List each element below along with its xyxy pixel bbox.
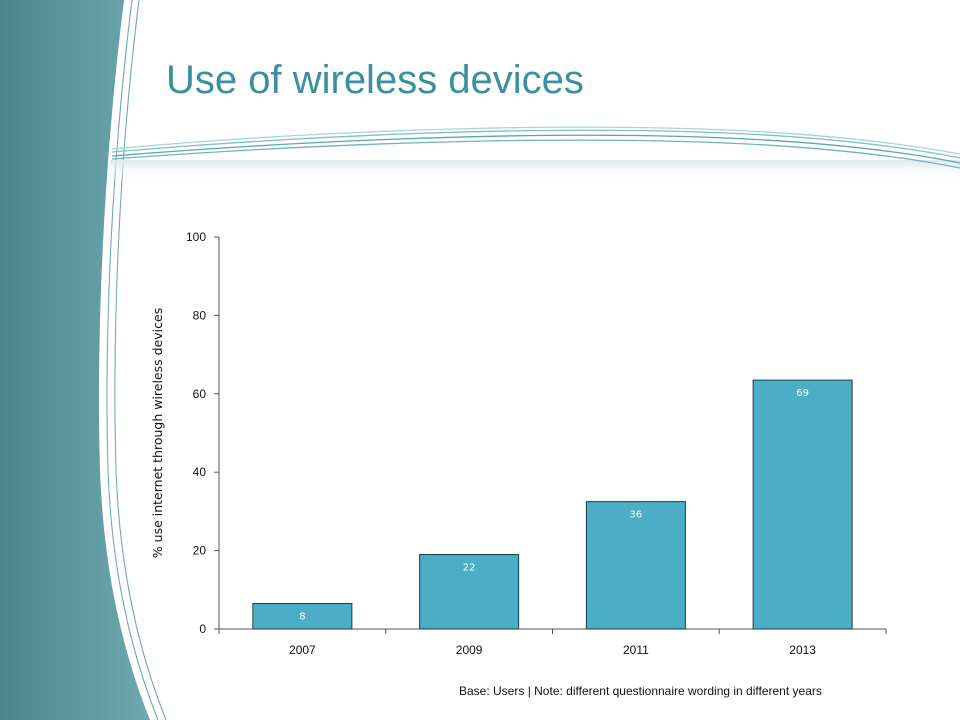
y-tick-label: 40	[193, 465, 207, 479]
y-tick-label: 0	[199, 622, 206, 636]
x-tick-label: 2013	[789, 643, 816, 657]
footnote: Base: Users | Note: different questionna…	[459, 684, 822, 698]
x-tick-label: 2011	[623, 643, 649, 657]
y-tick-label: 100	[186, 230, 206, 244]
data-label-2007: 8	[299, 612, 305, 623]
y-tick-label: 80	[193, 308, 207, 322]
y-tick-label: 60	[193, 387, 207, 401]
bar-2009	[419, 554, 520, 630]
y-axis-label: % use internet through wireless devices	[150, 308, 165, 558]
y-tick-label: 20	[193, 544, 207, 558]
slide-title: Use of wireless devices	[166, 58, 584, 102]
data-label-2009: 22	[463, 563, 476, 574]
data-label-2011: 36	[630, 510, 643, 521]
bar-2013	[752, 379, 853, 630]
bar-2007	[252, 603, 353, 630]
left-panel	[0, 0, 150, 720]
x-tick-label: 2009	[456, 643, 483, 657]
x-tick-label: 2007	[289, 643, 316, 657]
swoosh-lines	[111, 126, 960, 169]
bar-2011	[585, 501, 686, 630]
data-label-2013: 69	[796, 388, 809, 399]
